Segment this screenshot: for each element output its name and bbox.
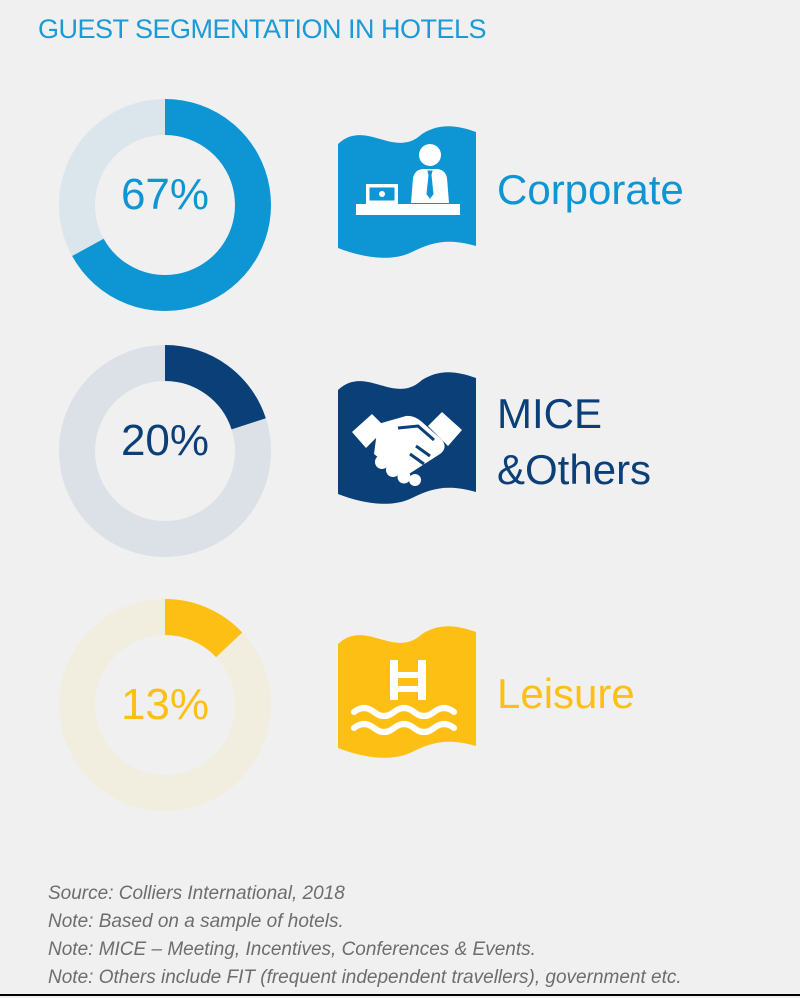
category-label-corporate: Corporate: [497, 162, 684, 218]
footnote: Note: Based on a sample of hotels.: [48, 911, 344, 932]
category-label-line: Leisure: [497, 670, 635, 717]
donut-slice-mice-others: [164, 345, 266, 430]
segment-leisure: 13% Leisure: [0, 590, 800, 811]
handshake-icon: [338, 372, 476, 504]
category-label-line: MICE: [497, 390, 602, 437]
value-label-corporate: 67%: [120, 170, 210, 219]
value-label-mice-others: 20%: [120, 416, 210, 465]
footnotes: Source: Colliers International, 2018 Not…: [48, 880, 682, 992]
swimming-pool-icon: [338, 626, 476, 758]
donut-mice-others: [59, 345, 271, 557]
footnote: Note: MICE – Meeting, Incentives, Confer…: [48, 939, 536, 960]
donut-leisure: [59, 599, 271, 811]
category-label-mice-others: MICE &Others: [497, 386, 651, 498]
category-label-line: Corporate: [497, 166, 684, 213]
value-label-leisure: 13%: [120, 680, 210, 729]
donut-slice-leisure: [164, 599, 243, 658]
reception-desk-icon: [338, 126, 476, 258]
category-label-line: &Others: [497, 446, 652, 493]
category-label-leisure: Leisure: [497, 666, 635, 722]
footnote: Note: Others include FIT (frequent indep…: [48, 967, 682, 988]
bottom-border: [0, 994, 800, 996]
chart-title: GUEST SEGMENTATION IN HOTELS: [38, 14, 487, 44]
segment-corporate: 67% Corporate: [0, 90, 800, 311]
segment-mice-others: 20% MICE &Others: [0, 336, 800, 557]
donut-slice-corporate: [72, 99, 271, 311]
donut-corporate: [59, 99, 271, 311]
source-note: Source: Colliers International, 2018: [48, 883, 345, 904]
